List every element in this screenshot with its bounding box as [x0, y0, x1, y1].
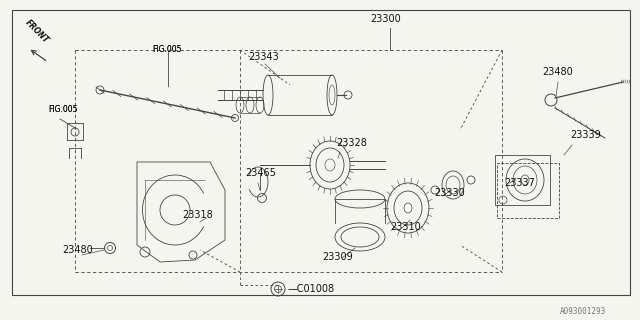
Text: A093001293: A093001293 — [560, 307, 606, 316]
Text: FIG.005: FIG.005 — [152, 45, 182, 54]
Text: 23339: 23339 — [570, 130, 601, 140]
Text: FIG.005: FIG.005 — [48, 105, 77, 114]
Text: 23465: 23465 — [245, 168, 276, 178]
Text: FRONT: FRONT — [24, 18, 51, 45]
Text: 23300: 23300 — [370, 14, 401, 24]
Text: 23309: 23309 — [322, 252, 353, 262]
Text: 23337: 23337 — [504, 178, 535, 188]
Text: 23343: 23343 — [248, 52, 279, 62]
Text: FIG.005: FIG.005 — [48, 105, 77, 114]
Text: —C01008: —C01008 — [288, 284, 335, 294]
Bar — [12, 10, 630, 295]
Text: 23480: 23480 — [542, 67, 573, 77]
Text: 23310: 23310 — [390, 222, 420, 232]
Bar — [497, 163, 559, 218]
Text: 23318: 23318 — [182, 210, 212, 220]
Text: FIG.005: FIG.005 — [152, 45, 182, 54]
Bar — [495, 155, 550, 205]
Text: 23328: 23328 — [336, 138, 367, 148]
Text: 23330: 23330 — [434, 188, 465, 198]
Text: 23480: 23480 — [62, 245, 93, 255]
